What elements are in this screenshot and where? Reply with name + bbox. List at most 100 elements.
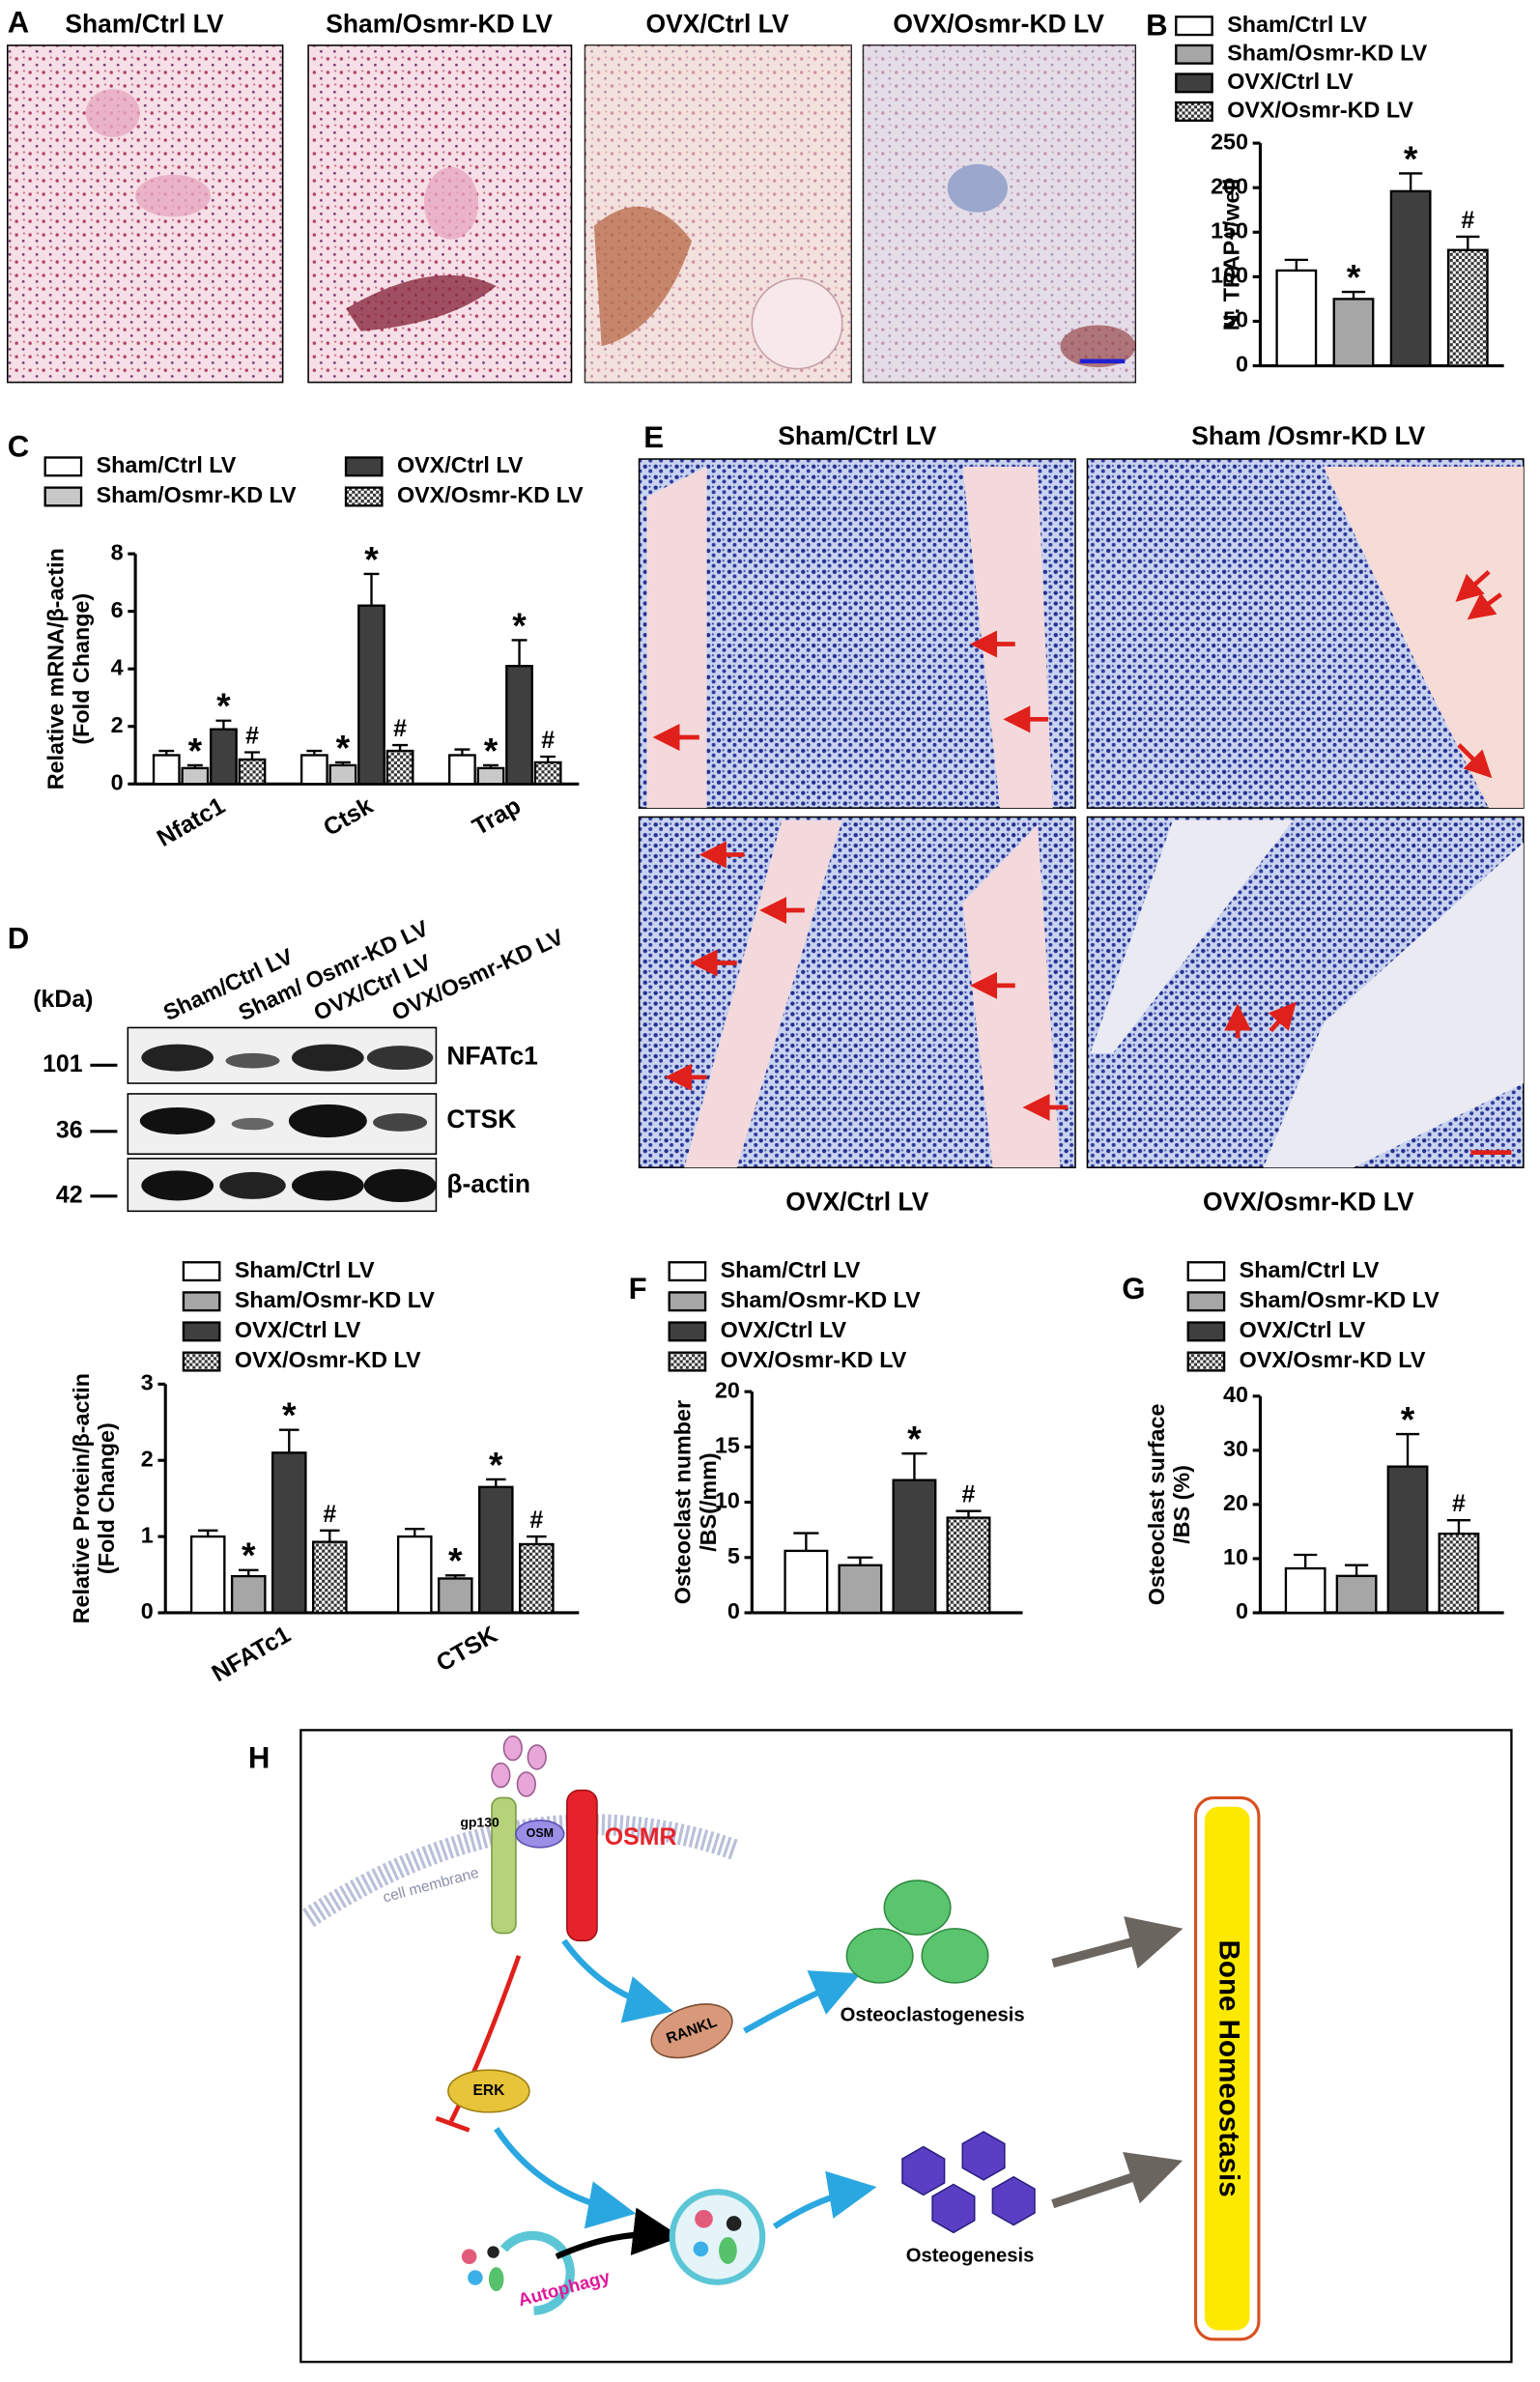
legend-label: Sham/Ctrl LV [235, 1257, 375, 1282]
legend-swatch [1175, 72, 1213, 94]
rankl-oval [650, 2003, 733, 2059]
legend-label: Sham/Osmr-KD LV [721, 1287, 921, 1312]
significance-label: * [489, 1444, 503, 1484]
bar [210, 728, 238, 786]
legend-label: OVX/Ctrl LV [1227, 69, 1354, 94]
bar [328, 763, 357, 786]
marker-label: 101 [43, 1050, 83, 1077]
legend-swatch [182, 1261, 221, 1282]
error-bar [483, 763, 499, 768]
band [291, 1044, 364, 1072]
significance-label: * [1401, 1398, 1415, 1439]
bone [1323, 466, 1524, 809]
inhibit-bar [435, 2115, 471, 2133]
autophagosome [669, 2189, 766, 2285]
y-tick-label: 10 [715, 1488, 740, 1513]
tissue [423, 167, 479, 240]
bar [1335, 1574, 1378, 1615]
y-tick-label: 200 [1211, 173, 1248, 198]
significance-label: * [448, 1540, 463, 1581]
error-bar [793, 1532, 819, 1551]
osm-ligand [515, 1820, 565, 1849]
error-bar [1341, 290, 1366, 300]
y-axis-label: Osteoclast number [670, 1400, 695, 1604]
x-tick-label: Trap [468, 792, 526, 842]
diagram-label: Osteoclastogenesis [841, 2004, 1025, 2025]
error-bar [1395, 1432, 1420, 1467]
band [225, 1052, 280, 1069]
panel-letter: E [643, 420, 664, 454]
y-tick-label: 2 [141, 1446, 154, 1471]
y-tick-label: 1 [141, 1522, 154, 1547]
y-axis-label: Relative mRNA/β-actin [43, 548, 68, 789]
band [141, 1170, 214, 1201]
significance-label: * [907, 1419, 922, 1459]
bar [838, 1564, 883, 1615]
significance-label: * [1404, 138, 1418, 179]
band [291, 1170, 364, 1201]
osmr-receptor [566, 1789, 598, 1942]
bar [271, 1451, 307, 1615]
osteoblasts [901, 2131, 1036, 2234]
inhibit-line [448, 1955, 522, 2123]
legend-label: Sham/Osmr-KD LV [1240, 1287, 1440, 1312]
y-axis-label: N. TRAP+/well [1219, 179, 1244, 331]
legend-label: OVX/Osmr-KD LV [1240, 1347, 1426, 1372]
legend-label: OVX/Ctrl LV [1240, 1317, 1366, 1342]
diagram-label: Bone Homeostasis [1212, 1940, 1244, 2197]
y-tick-label: 150 [1211, 217, 1248, 243]
error-bar [444, 1574, 466, 1579]
arrow [1051, 2152, 1184, 2209]
y-tick-label: 0 [1236, 352, 1248, 377]
phagophore [499, 2230, 575, 2315]
legend-swatch [344, 456, 384, 477]
bar [1332, 298, 1375, 367]
bar [448, 754, 476, 786]
diagram-label: ERK [472, 2082, 505, 2099]
significance-label: * [484, 730, 499, 770]
y-tick-label: 2 [111, 712, 124, 737]
legend-label: OVX/Osmr-KD LV [235, 1347, 421, 1372]
tissue [947, 163, 1008, 213]
band [219, 1171, 286, 1199]
y-tick-label: 5 [727, 1543, 740, 1568]
image-title: Sham/Osmr-KD LV [326, 10, 553, 39]
bar [312, 1540, 348, 1615]
y-tick-label: 30 [1223, 1436, 1248, 1461]
bar [385, 749, 414, 786]
bar [230, 1574, 267, 1615]
legend-label: Sham/Osmr-KD LV [1227, 40, 1427, 65]
legend-swatch [43, 486, 83, 507]
bar [478, 1485, 514, 1615]
error-bar [1284, 258, 1308, 271]
significance-label: # [323, 1501, 336, 1528]
bone [962, 824, 1061, 1168]
legend-swatch [182, 1351, 221, 1372]
legend-label: Sham/Ctrl LV [1227, 12, 1367, 37]
gp130-receptor [491, 1796, 517, 1935]
image-title: Sham/Ctrl LV [65, 10, 223, 39]
bar [189, 1535, 226, 1615]
error-bar [186, 763, 203, 768]
legend-label: OVX/Ctrl LV [235, 1317, 361, 1342]
legend-label: OVX/Ctrl LV [397, 452, 524, 477]
y-tick-label: 100 [1211, 263, 1248, 288]
arrow [494, 2127, 637, 2229]
bar [476, 766, 505, 786]
significance-label: * [1347, 256, 1361, 297]
error-bar [238, 1568, 259, 1577]
error-bar [540, 755, 556, 762]
bar [1284, 1566, 1326, 1615]
panel-letter: A [8, 5, 29, 39]
image-title: OVX/Ctrl LV [785, 1188, 928, 1217]
bone [1263, 842, 1524, 1168]
bone [684, 819, 842, 1168]
legend-label: Sham/Ctrl LV [721, 1257, 861, 1282]
significance-label: # [245, 723, 259, 750]
legend-swatch [1175, 43, 1213, 65]
legend-swatch [668, 1261, 707, 1282]
osteoclast [346, 274, 497, 331]
legend-label: Sham/Ctrl LV [97, 452, 237, 477]
